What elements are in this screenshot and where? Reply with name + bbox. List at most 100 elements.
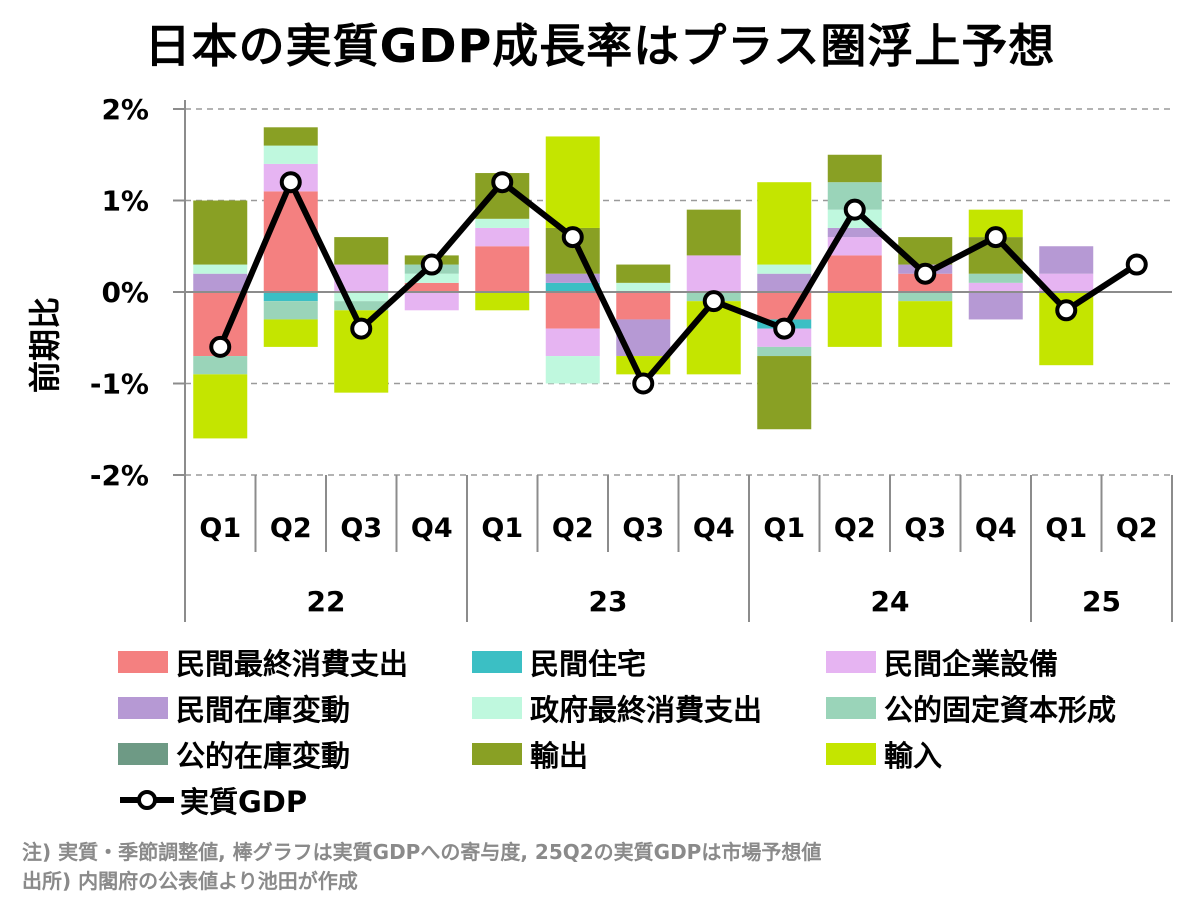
bar-segment	[193, 264, 248, 274]
bar-segment	[475, 292, 530, 311]
y-tick-label: 1%	[101, 185, 149, 218]
legend-item-line: 実質GDP	[118, 778, 472, 821]
legend-swatch	[118, 742, 168, 765]
bar-segment	[193, 273, 248, 292]
legend-item: 輸出	[472, 732, 826, 775]
legend-item: 民間住宅	[472, 640, 826, 683]
bar-segment	[475, 246, 530, 292]
x-tick-label: Q4	[411, 513, 453, 544]
bar-segment	[686, 255, 741, 292]
bar-segment	[334, 237, 389, 265]
gdp-line	[217, 179, 1139, 387]
bar-segment	[968, 273, 1023, 283]
legend-label: 民間住宅	[530, 646, 647, 681]
x-tick-label: Q4	[693, 513, 735, 544]
legend-swatch	[826, 696, 876, 719]
legend-label: 民間最終消費支出	[176, 646, 409, 681]
legend-item: 公的固定資本形成	[826, 686, 1178, 729]
bar-segment	[616, 264, 671, 283]
legend-line-swatch	[120, 789, 174, 810]
legend-label: 民間企業設備	[884, 646, 1059, 681]
bar-segment	[263, 191, 318, 292]
legend-swatch	[118, 696, 168, 719]
legend-swatch	[472, 650, 522, 673]
bar-segment	[404, 273, 459, 283]
y-axis-label: 前期比	[26, 297, 64, 393]
bar-segment	[827, 227, 882, 238]
bar-segment	[193, 200, 248, 265]
bar-segment	[968, 282, 1023, 292]
x-tick-label: Q2	[552, 513, 594, 544]
gdp-marker	[773, 317, 796, 340]
bar-segment	[263, 319, 318, 347]
bar-segment	[475, 227, 530, 247]
bar-segment	[334, 301, 389, 311]
legend-swatch	[826, 742, 876, 765]
x-tick-label: Q3	[340, 513, 382, 544]
x-tick-label: Q2	[1116, 513, 1158, 544]
legend-item: 民間企業設備	[826, 640, 1178, 683]
y-tick-label: -1%	[90, 368, 149, 401]
gdp-marker	[561, 226, 584, 249]
bar-segment	[686, 301, 741, 375]
bar-segment	[1039, 273, 1094, 292]
year-label: 22	[307, 585, 346, 618]
bar-segment	[545, 328, 600, 357]
legend-swatch	[472, 742, 522, 765]
legend-item: 政府最終消費支出	[472, 686, 826, 729]
gdp-marker	[279, 171, 302, 194]
x-tick-label: Q1	[199, 513, 241, 544]
bar-segment	[404, 282, 459, 292]
bar-segment	[193, 374, 248, 439]
legend-item: 輸入	[826, 732, 1178, 775]
x-tick-label: Q1	[763, 513, 805, 544]
bar-segment	[545, 136, 600, 228]
legend-label: 公的在庫変動	[176, 738, 351, 773]
bar-segment	[898, 301, 953, 347]
legend-label: 輸入	[884, 738, 943, 773]
bar-segment	[545, 273, 600, 283]
legend-label: 公的固定資本形成	[884, 692, 1117, 727]
source-line: 出所) 内閣府の公表値より池田が作成	[22, 869, 358, 893]
bar-segment	[404, 292, 459, 311]
bar-segment	[545, 356, 600, 384]
legend-swatch	[118, 650, 168, 673]
bar-segment	[1039, 246, 1094, 274]
bar-segment	[545, 292, 600, 329]
legend-item: 公的在庫変動	[118, 732, 472, 775]
year-label: 23	[589, 585, 628, 618]
bar-segment	[827, 292, 882, 347]
x-tick-label: Q1	[481, 513, 523, 544]
bar-segment	[757, 182, 812, 265]
footnotes: 注) 実質・季節調整値, 棒グラフは実質GDPへの寄与度, 25Q2の実質GDP…	[22, 838, 821, 896]
gdp-marker	[702, 290, 725, 313]
gdp-marker	[632, 372, 655, 395]
legend-label: 輸出	[530, 738, 589, 773]
x-tick-label: Q3	[622, 513, 664, 544]
gdp-marker	[914, 262, 937, 285]
bar-segment	[616, 282, 671, 292]
legend-item: 民間最終消費支出	[118, 640, 472, 683]
chart-title: 日本の実質GDP成長率はプラス圏浮上予想	[144, 19, 1056, 73]
y-tick-label: -2%	[90, 459, 149, 492]
gdp-marker	[984, 226, 1007, 249]
bar-segment	[263, 145, 318, 164]
legend-swatch	[826, 650, 876, 673]
bar-segment	[263, 127, 318, 146]
bar-segment	[827, 154, 882, 183]
chart-area: 2% 1% 0% -1% -2% Q1 Q2 Q3 Q4 Q1 Q2 Q3 Q4 Q1 Q2 Q3 Q4 Q1 Q2…	[26, 93, 1173, 622]
year-label: 25	[1082, 585, 1121, 618]
gdp-marker	[1125, 253, 1148, 276]
bar-segment	[827, 255, 882, 292]
year-label: 24	[871, 585, 910, 618]
legend: 民間最終消費支出 民間住宅 民間企業設備 民間在庫変動 政府最終消費支出 公的固定資本形成…	[118, 640, 1178, 821]
gdp-marker	[491, 171, 514, 194]
bar-segment	[968, 292, 1023, 320]
bar-segment	[827, 237, 882, 256]
bar-segment	[475, 218, 530, 228]
bar-segment	[757, 264, 812, 274]
bar-segment	[616, 292, 671, 320]
x-tick-label: Q2	[270, 513, 312, 544]
bar-segment	[545, 282, 600, 292]
bar-segment	[263, 292, 318, 302]
